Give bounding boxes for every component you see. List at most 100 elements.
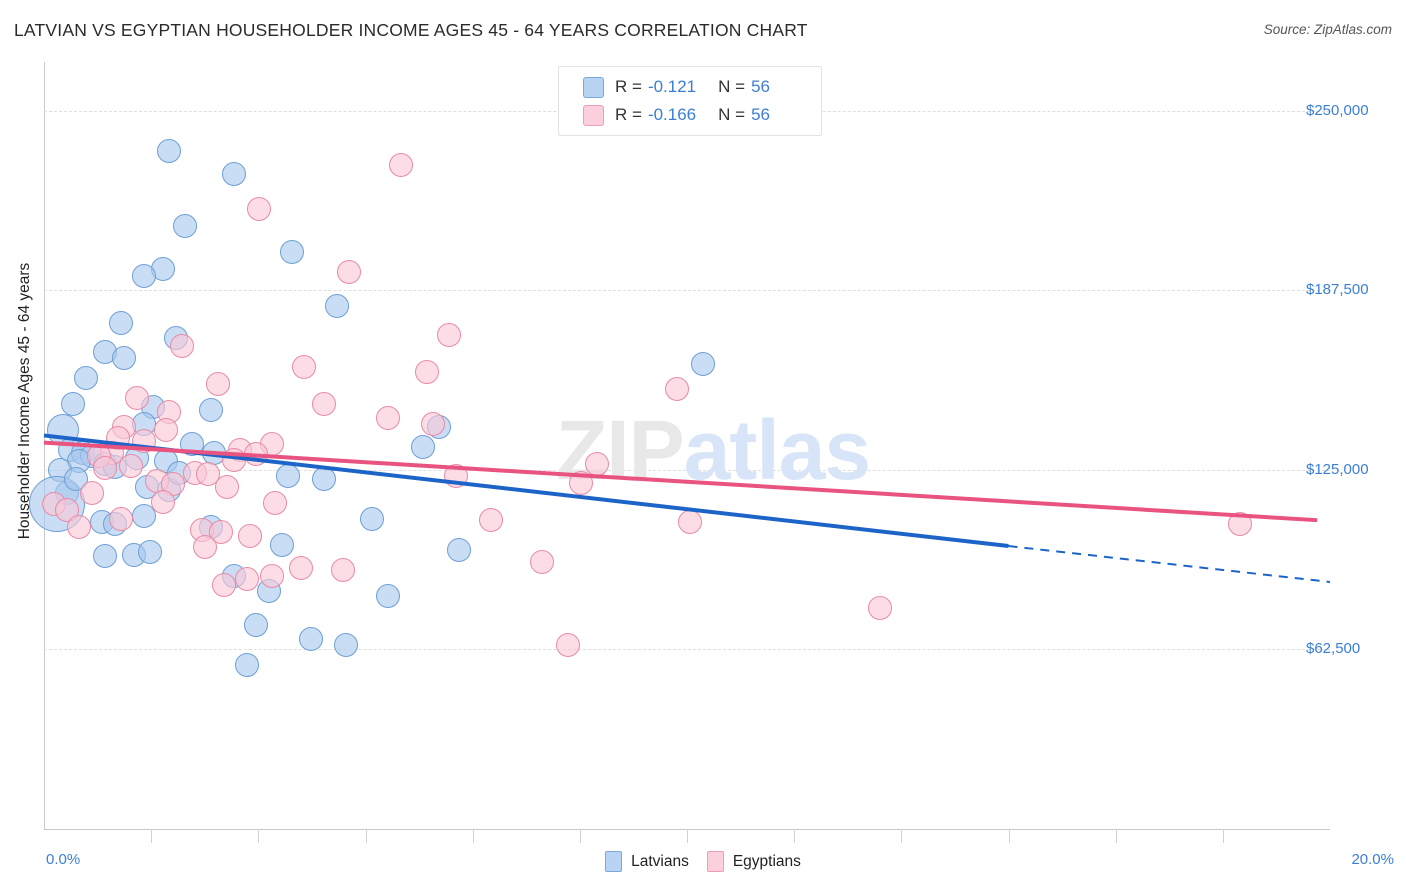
page-title: LATVIAN VS EGYPTIAN HOUSEHOLDER INCOME A… [14,20,808,40]
scatter-point-egyptians[interactable] [247,196,272,221]
scatter-point-latvians[interactable] [73,365,98,390]
scatter-point-egyptians[interactable] [67,515,92,540]
scatter-point-latvians[interactable] [279,239,304,264]
scatter-point-egyptians[interactable] [337,259,362,284]
x-axis-tick [1008,829,1010,843]
scatter-point-egyptians[interactable] [437,322,462,347]
scatter-point-egyptians[interactable] [118,453,143,478]
scatter-point-egyptians[interactable] [556,633,581,658]
y-axis-title: Householder Income Ages 45 - 64 years [16,262,33,540]
legend-row-latvians: R = -0.121 N = 56 [583,74,770,100]
scatter-point-latvians[interactable] [276,463,301,488]
x-axis-tick [794,829,796,843]
x-axis-tick [1115,829,1117,843]
legend-swatch-pink [583,104,604,126]
series-swatch-pink [706,851,724,872]
scatter-point-egyptians[interactable] [530,549,555,574]
scatter-point-latvians[interactable] [311,466,336,491]
source-label: Source: ZipAtlas.com [1263,22,1392,37]
x-axis-tick [901,829,903,843]
legend-n-label-2: N = [718,105,746,124]
scatter-point-egyptians[interactable] [150,489,175,514]
x-axis-tick [365,829,367,843]
scatter-point-latvians[interactable] [199,397,224,422]
scatter-point-egyptians[interactable] [330,558,355,583]
trend-line-egyptians [43,440,1318,523]
scatter-point-latvians[interactable] [93,544,118,569]
scatter-point-latvians[interactable] [691,351,716,376]
x-axis-tick [151,829,153,843]
gridline [44,290,1330,292]
scatter-point-egyptians[interactable] [215,475,240,500]
scatter-point-egyptians[interactable] [289,555,314,580]
legend-r-label-2: R = [615,105,642,124]
legend-swatch-blue [583,76,604,98]
x-axis-min-label: 0.0% [46,851,81,868]
scatter-point-egyptians[interactable] [54,498,79,523]
scatter-point-latvians[interactable] [446,538,471,563]
scatter-point-latvians[interactable] [112,345,137,370]
scatter-point-egyptians[interactable] [192,535,217,560]
scatter-point-egyptians[interactable] [234,567,259,592]
scatter-point-latvians[interactable] [131,264,156,288]
scatter-point-egyptians[interactable] [292,354,317,379]
scatter-point-latvians[interactable] [60,391,85,416]
scatter-point-egyptians[interactable] [109,506,134,531]
scatter-point-egyptians[interactable] [388,153,413,178]
scatter-point-egyptians[interactable] [212,572,237,597]
scatter-point-latvians[interactable] [359,506,384,531]
y-axis-label: $62,500 [1306,640,1361,658]
scatter-point-egyptians[interactable] [311,391,336,416]
series-legend-item-latvians[interactable]: Latvians [605,851,689,872]
scatter-point-latvians[interactable] [173,213,198,238]
series-legend-item-egyptians[interactable]: Egyptians [706,851,801,872]
plot-area: ZIPatlas [28,62,1331,829]
series-swatch-blue [605,851,623,872]
legend-r-value-1: -0.121 [647,77,697,96]
scatter-point-egyptians[interactable] [154,417,179,442]
scatter-point-egyptians[interactable] [376,406,400,431]
scatter-point-latvians[interactable] [334,633,359,658]
scatter-point-latvians[interactable] [411,434,436,459]
x-axis-tick [579,829,581,843]
scatter-point-egyptians[interactable] [125,386,150,411]
scatter-point-latvians[interactable] [234,653,259,678]
scatter-point-latvians[interactable] [298,627,323,652]
scatter-point-egyptians[interactable] [260,564,285,589]
series-legend: Latvians Egyptians [0,851,1406,872]
x-axis-tick [1222,829,1224,843]
legend-row-egyptians: R = -0.166 N = 56 [583,102,770,128]
scatter-point-latvians[interactable] [244,613,269,638]
correlation-legend: R = -0.121 N = 56 R = -0.166 N = 56 [558,66,822,136]
scatter-point-latvians[interactable] [157,139,182,164]
scatter-point-latvians[interactable] [324,294,349,319]
legend-n-label-1: N = [718,77,746,96]
legend-n-value-1: 56 [751,77,770,96]
scatter-point-latvians[interactable] [221,162,246,187]
scatter-point-egyptians[interactable] [478,508,503,533]
series-label-latvians: Latvians [631,852,689,870]
scatter-point-egyptians[interactable] [93,456,118,481]
scatter-point-latvians[interactable] [138,539,163,564]
y-axis-label: $125,000 [1306,460,1369,478]
x-axis-tick [687,829,688,843]
scatter-point-egyptians[interactable] [263,490,288,515]
series-label-egyptians: Egyptians [732,852,801,870]
legend-r-label-1: R = [615,77,642,96]
scatter-point-egyptians[interactable] [170,334,195,359]
scatter-point-latvians[interactable] [109,311,134,336]
scatter-point-latvians[interactable] [269,532,294,557]
scatter-point-egyptians[interactable] [421,411,445,436]
scatter-point-egyptians[interactable] [80,480,105,505]
scatter-point-latvians[interactable] [376,584,400,609]
gridline [44,649,1330,651]
scatter-point-egyptians[interactable] [867,595,892,620]
scatter-point-egyptians[interactable] [237,523,262,548]
legend-n-value-2: 56 [751,105,770,124]
trend-line-latvians-extrapolated [1008,545,1331,583]
x-axis-tick [472,829,474,843]
scatter-point-egyptians[interactable] [665,377,690,402]
scatter-point-egyptians[interactable] [205,371,230,396]
scatter-point-egyptians[interactable] [414,360,439,385]
